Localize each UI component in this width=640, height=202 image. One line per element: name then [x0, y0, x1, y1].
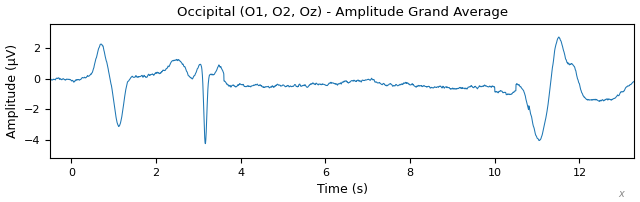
Y-axis label: Amplitude (μV): Amplitude (μV) — [6, 44, 19, 138]
X-axis label: Time (s): Time (s) — [317, 183, 368, 196]
Text: x: x — [618, 189, 624, 199]
Title: Occipital (O1, O2, Oz) - Amplitude Grand Average: Occipital (O1, O2, Oz) - Amplitude Grand… — [177, 6, 508, 19]
